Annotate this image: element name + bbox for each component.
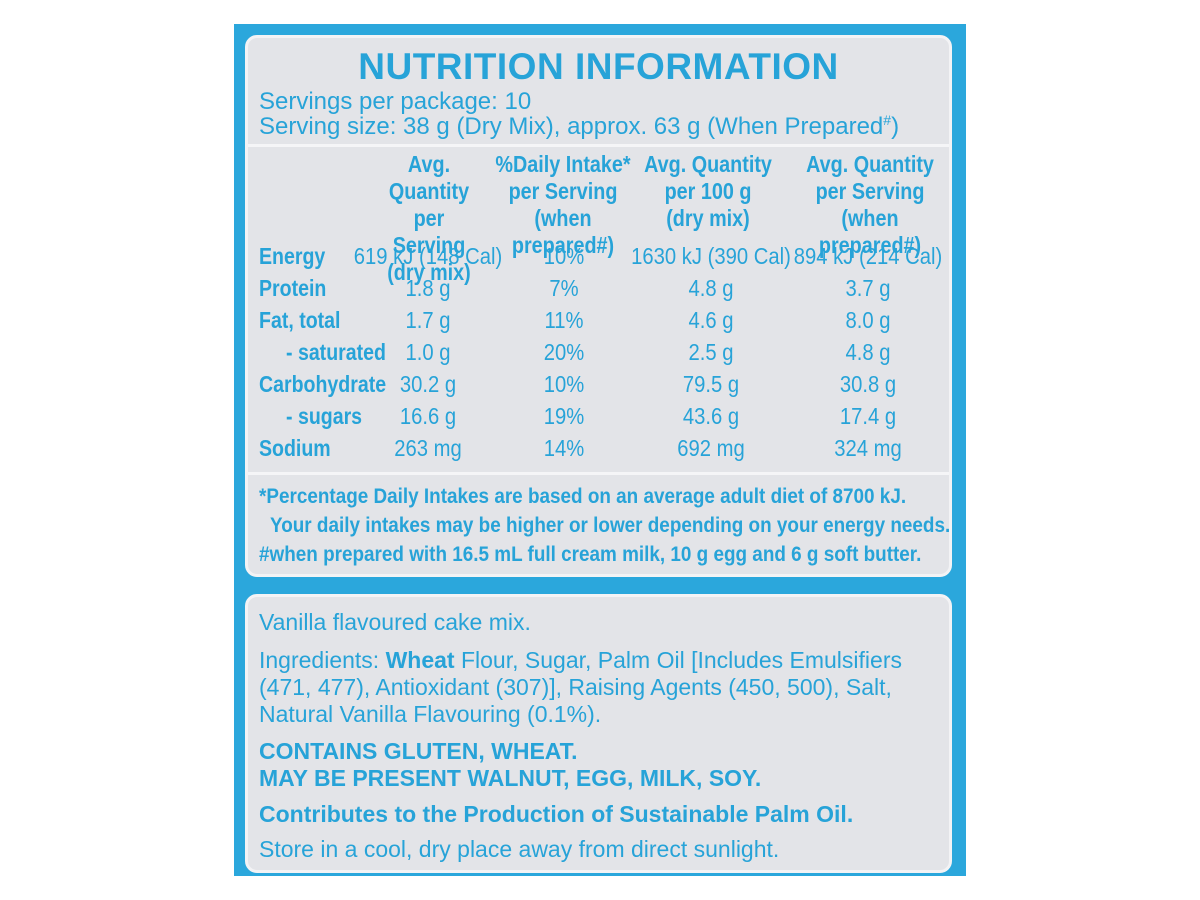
value-daily-intake: 14% [543, 435, 585, 461]
value-daily-intake: 11% [544, 307, 584, 333]
value-per-100g: 4.8 g [688, 275, 734, 301]
value-daily-intake: 7% [549, 275, 579, 301]
allergen-wheat: Wheat [385, 647, 455, 673]
value-prepared-serving: 3.7 g [845, 275, 891, 301]
column-header-line: (dry mix) [387, 259, 471, 285]
column-header-daily-intake: %Daily Intake* per Serving (when prepare… [486, 151, 641, 259]
value-per-100g: 2.5 g [688, 339, 734, 365]
value-dry-serving: 16.6 g [399, 403, 457, 429]
serving-size-text: Serving size: 38 g (Dry Mix), approx. 63… [259, 113, 884, 140]
column-header-per-100g: Avg. Quantity per 100 g (dry mix) [644, 151, 773, 232]
table-row: Protein 1.8 g 7% 4.8 g 3.7 g [248, 272, 949, 304]
ingredients-panel: Vanilla flavoured cake mix. Ingredients:… [245, 594, 952, 873]
table-row: - sugars 16.6 g 19% 43.6 g 17.4 g [248, 400, 949, 432]
servings-per-package: Servings per package: 10 [259, 88, 532, 115]
ingredients-line-3: Natural Vanilla Flavouring (0.1%). [259, 701, 602, 727]
value-per-100g: 79.5 g [682, 371, 740, 397]
table-row: Sodium 263 mg 14% 692 mg 324 mg [248, 432, 949, 464]
ingredients-prefix: Ingredients: [259, 647, 386, 673]
value-prepared-serving: 8.0 g [845, 307, 891, 333]
column-header-line: Avg. Quantity [388, 151, 470, 204]
value-daily-intake: 19% [543, 403, 585, 429]
divider [248, 144, 949, 147]
value-daily-intake: 10% [543, 371, 585, 397]
table-row: Carbohydrate 30.2 g 10% 79.5 g 30.8 g [248, 368, 949, 400]
column-header-line: Avg. Quantity [644, 151, 772, 177]
column-header-line: (when prepared#) [511, 205, 615, 258]
value-daily-intake: 10% [543, 243, 585, 269]
value-prepared-serving: 30.8 g [839, 371, 897, 397]
footnote-energy-needs: Your daily intakes may be higher or lowe… [270, 514, 951, 537]
column-header-line: per Serving [815, 178, 925, 204]
column-header-dry-serving: Avg. Quantity per Serving (dry mix) [375, 151, 483, 286]
value-dry-serving: 263 mg [394, 435, 462, 461]
value-per-100g: 4.6 g [688, 307, 734, 333]
value-dry-serving: 1.0 g [405, 339, 451, 365]
value-dry-serving: 1.8 g [405, 275, 451, 301]
value-per-100g: 1630 kJ (390 Cal) [631, 243, 791, 269]
column-header-line: per Serving [392, 205, 466, 258]
nutrition-panel: NUTRITION INFORMATION Servings per packa… [245, 35, 952, 577]
column-header-line: per Serving [508, 178, 618, 204]
divider [248, 472, 949, 475]
nutrient-name: Sodium [259, 435, 331, 461]
column-header-line: (when prepared#) [818, 205, 922, 258]
palm-oil-statement: Contributes to the Production of Sustain… [259, 801, 854, 827]
table-row: - saturated 1.0 g 20% 2.5 g 4.8 g [248, 336, 949, 368]
column-header-line: per 100 g [664, 178, 752, 204]
product-description: Vanilla flavoured cake mix. [259, 609, 531, 635]
value-prepared-serving: 17.4 g [839, 403, 897, 429]
value-prepared-serving: 894 kJ (214 Cal) [793, 243, 943, 269]
value-dry-serving: 1.7 g [405, 307, 451, 333]
nutrition-title: NUTRITION INFORMATION [358, 46, 839, 87]
ingredients-line-1-rest: Flour, Sugar, Palm Oil [Includes Emulsif… [454, 647, 902, 673]
column-header-line: (dry mix) [666, 205, 750, 231]
nutrient-name: - saturated [286, 339, 386, 365]
allergen-may-be-present: MAY BE PRESENT WALNUT, EGG, MILK, SOY. [259, 765, 762, 791]
allergen-contains: CONTAINS GLUTEN, WHEAT. [259, 738, 578, 764]
nutrient-name: - sugars [286, 403, 363, 429]
table-row: Fat, total 1.7 g 11% 4.6 g 8.0 g [248, 304, 949, 336]
column-header-prepared-serving: Avg. Quantity per Serving (when prepared… [793, 151, 948, 259]
column-header-line: %Daily Intake* [495, 151, 631, 177]
serving-size-end: ) [891, 113, 900, 140]
footnote-preparation: #when prepared with 16.5 mL full cream m… [259, 543, 922, 566]
footnote-daily-intake: *Percentage Daily Intakes are based on a… [259, 485, 907, 508]
value-per-100g: 692 mg [677, 435, 745, 461]
column-header-line: Avg. Quantity [806, 151, 934, 177]
storage-instructions: Store in a cool, dry place away from dir… [259, 836, 780, 862]
nutrient-name: Protein [259, 275, 327, 301]
value-prepared-serving: 4.8 g [845, 339, 891, 365]
nutrient-name: Fat, total [259, 307, 341, 333]
value-per-100g: 43.6 g [682, 403, 740, 429]
value-daily-intake: 20% [543, 339, 585, 365]
value-dry-serving: 619 kJ (148 Cal) [353, 243, 503, 269]
serving-size: Serving size: 38 g (Dry Mix), approx. 63… [259, 113, 899, 141]
ingredients-line-1: Ingredients: Wheat Flour, Sugar, Palm Oi… [259, 647, 902, 674]
value-dry-serving: 30.2 g [399, 371, 457, 397]
nutrient-name: Carbohydrate [259, 371, 387, 397]
table-row: Energy 619 kJ (148 Cal) 10% 1630 kJ (390… [248, 240, 949, 272]
value-prepared-serving: 324 mg [834, 435, 902, 461]
ingredients-line-2: (471, 477), Antioxidant (307)], Raising … [259, 674, 892, 700]
nutrient-name: Energy [259, 243, 326, 269]
serving-size-mark: # [883, 112, 892, 128]
